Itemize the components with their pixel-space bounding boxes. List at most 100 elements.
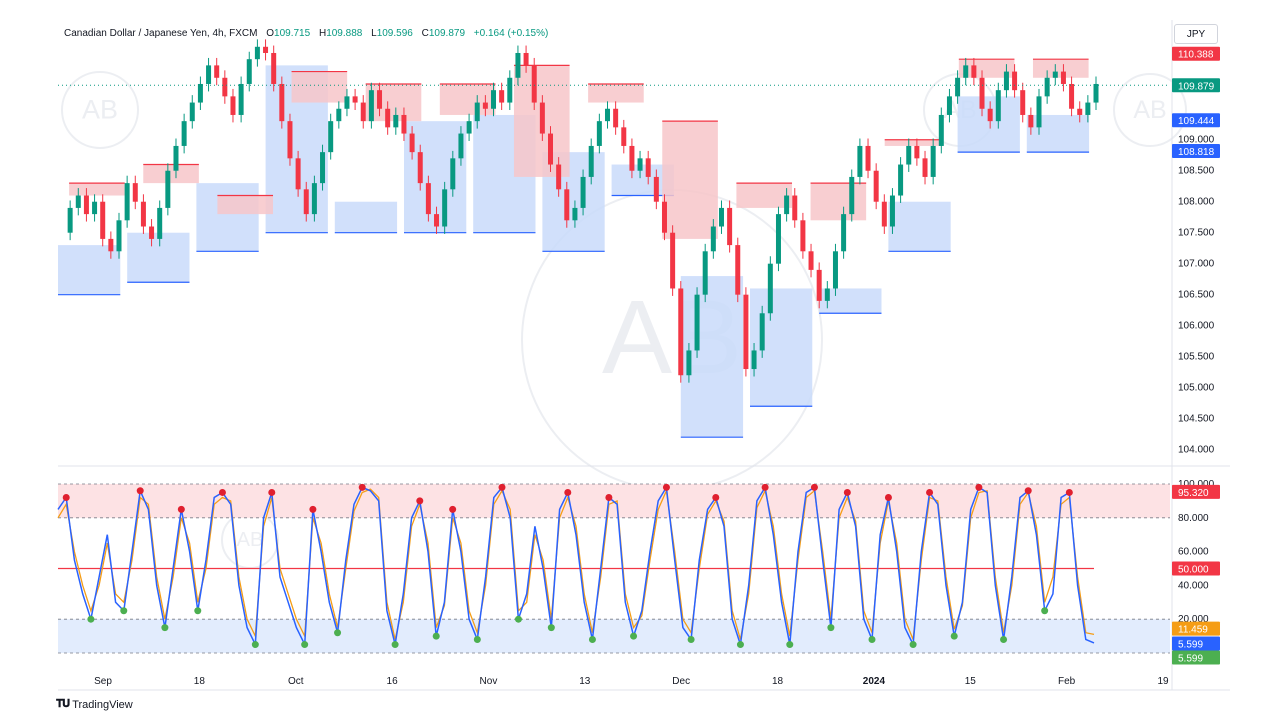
candle-body [287, 121, 293, 159]
level-high-badge-bg [1172, 46, 1220, 61]
candle-body [320, 152, 326, 184]
demand-zone [888, 201, 951, 252]
candle-body [1069, 83, 1075, 109]
tradingview-brand[interactable]: 𝐓𝐔 TradingView [56, 698, 133, 711]
brand-name: TradingView [72, 698, 133, 711]
candle-body [841, 214, 847, 252]
price-change: +0.164 (+0.15%) [473, 28, 549, 39]
osc-pivot-low [630, 632, 638, 640]
osc-k2-badge-bg [1172, 650, 1220, 665]
time-tick-label: 2024 [863, 676, 886, 687]
candle-body [727, 207, 733, 246]
osc-tick-label: 100.000 [1178, 479, 1215, 490]
candle-body [124, 183, 130, 221]
candle-body [710, 226, 716, 252]
osc-mid-badge: 50.000 [1178, 565, 1209, 576]
candle-body [173, 145, 179, 171]
candle-body [1028, 114, 1034, 128]
candle-body [442, 189, 448, 227]
price-tick-label: 108.500 [1178, 166, 1215, 177]
candle-body [458, 133, 464, 159]
candle-body [694, 294, 700, 351]
candle-body [824, 288, 830, 301]
osc-pivot-low [194, 607, 202, 615]
supply-zone [1032, 59, 1089, 78]
price-tick-label: 106.500 [1178, 290, 1215, 301]
candle-body [263, 46, 269, 53]
osc-pivot-low [547, 624, 555, 632]
osc-upper-badge: 95.320 [1178, 488, 1209, 499]
candle-body [784, 195, 790, 215]
open-value: 109.715 [274, 28, 311, 39]
watermark-monogram: AB [82, 94, 118, 124]
osc-k-badge-bg [1172, 636, 1220, 651]
osc-pivot-high [416, 497, 424, 505]
osc-pivot-high [498, 483, 506, 491]
price-tick-label: 106.000 [1178, 321, 1215, 332]
candle-body [328, 121, 334, 153]
candle-body [857, 145, 863, 177]
price-tick-label: 108.000 [1178, 197, 1215, 208]
candle-body [474, 102, 480, 122]
oversold-band [58, 619, 1170, 653]
candle-body [1093, 83, 1099, 103]
candle-body [604, 108, 610, 122]
level-low-badge-bg [1172, 144, 1220, 159]
price-badges: 110.388 109.879 109.444 108.818 95.320 50.000… [1172, 46, 1220, 665]
candle-body [1012, 71, 1018, 91]
candle-body [564, 189, 570, 221]
candle-body [995, 90, 1001, 122]
osc-pivot-high [761, 483, 769, 491]
candle-body [352, 96, 358, 103]
symbol-legend: Canadian Dollar / Japanese Yen, 4h, FXCM… [64, 28, 548, 39]
time-tick-label: 13 [579, 676, 591, 687]
bid-price-badge-bg [1172, 113, 1220, 128]
time-tick-label: 19 [1157, 676, 1169, 687]
demand-zone [957, 96, 1020, 153]
candle-body [645, 158, 651, 177]
time-tick-label: Dec [672, 676, 690, 687]
osc-pivot-high [177, 505, 185, 513]
candle-body [865, 145, 871, 171]
price-tick-label: 105.000 [1178, 383, 1215, 394]
candle-body [197, 83, 203, 103]
osc-k2-badge: 5.599 [1178, 654, 1203, 665]
time-tick-label: Sep [94, 676, 112, 687]
demand-zone [58, 245, 121, 295]
candle-body [849, 176, 855, 215]
supply-zone [884, 139, 941, 146]
price-tick-label: 107.500 [1178, 228, 1215, 239]
price-tick-label: 107.000 [1178, 259, 1215, 270]
symbol-title: Canadian Dollar / Japanese Yen, 4h, FXCM [64, 28, 258, 39]
osc-pivot-low [161, 624, 169, 632]
demand-zone [127, 232, 190, 283]
supply-zone [69, 183, 125, 196]
osc-pivot-low [909, 641, 917, 649]
candle-body [230, 96, 236, 115]
candle-body [295, 158, 301, 190]
candle-body [955, 77, 961, 97]
osc-pivot-high [605, 494, 613, 502]
candle-body [922, 158, 928, 177]
supply-zone [588, 83, 644, 103]
supply-demand-zones [58, 58, 1090, 438]
candle-body [450, 158, 456, 190]
candle-body [214, 65, 220, 78]
candle-body [279, 83, 285, 122]
supply-zone [143, 164, 199, 184]
candle-body [368, 90, 374, 122]
osc-pivot-low [786, 641, 794, 649]
candle-body [75, 195, 81, 208]
osc-pivot-low [87, 615, 95, 623]
time-tick-label: Nov [480, 676, 498, 687]
currency-selector[interactable]: JPY [1174, 24, 1218, 44]
candle-body [686, 350, 692, 376]
supply-zone [662, 121, 718, 239]
candle-body [149, 226, 155, 239]
osc-pivot-high [62, 494, 70, 502]
watermark-ring [61, 71, 139, 149]
osc-tick-label: 40.000 [1178, 580, 1209, 591]
price-tick-label: 104.000 [1178, 445, 1215, 456]
